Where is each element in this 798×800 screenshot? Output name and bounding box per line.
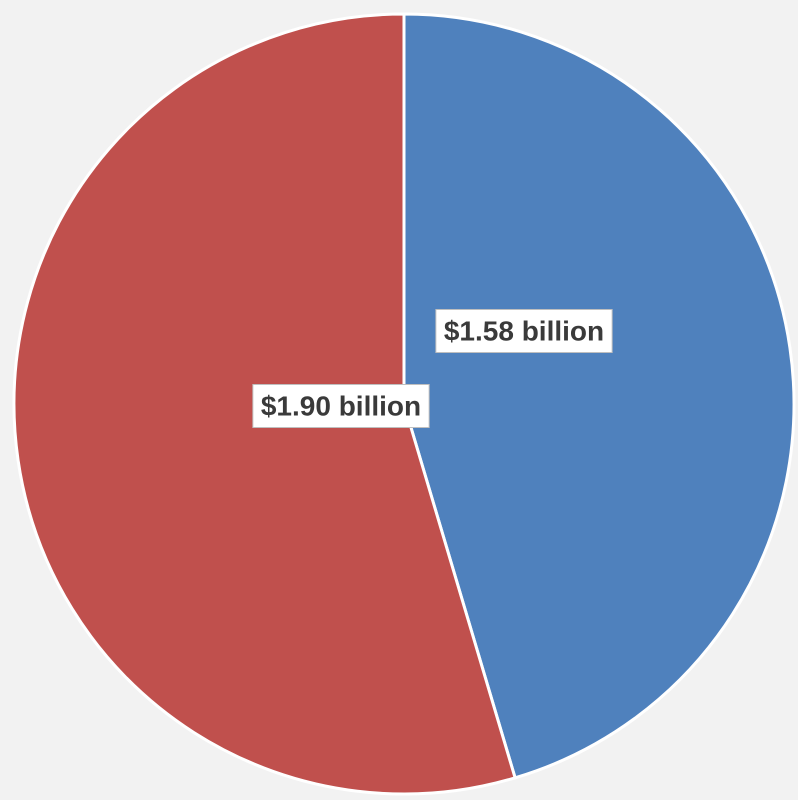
data-label-text-1: $1.58 billion xyxy=(444,316,604,347)
pie-slices xyxy=(12,12,796,796)
data-label-1: $1.58 billion xyxy=(435,309,613,353)
pie-slice-1 xyxy=(402,12,796,780)
data-label-box-1 xyxy=(435,309,613,353)
pie-labels: $1.58 billion $1.90 billion xyxy=(252,309,613,428)
data-label-2: $1.90 billion xyxy=(252,384,430,428)
data-label-box-2 xyxy=(252,384,430,428)
data-label-text-2: $1.90 billion xyxy=(261,391,421,422)
